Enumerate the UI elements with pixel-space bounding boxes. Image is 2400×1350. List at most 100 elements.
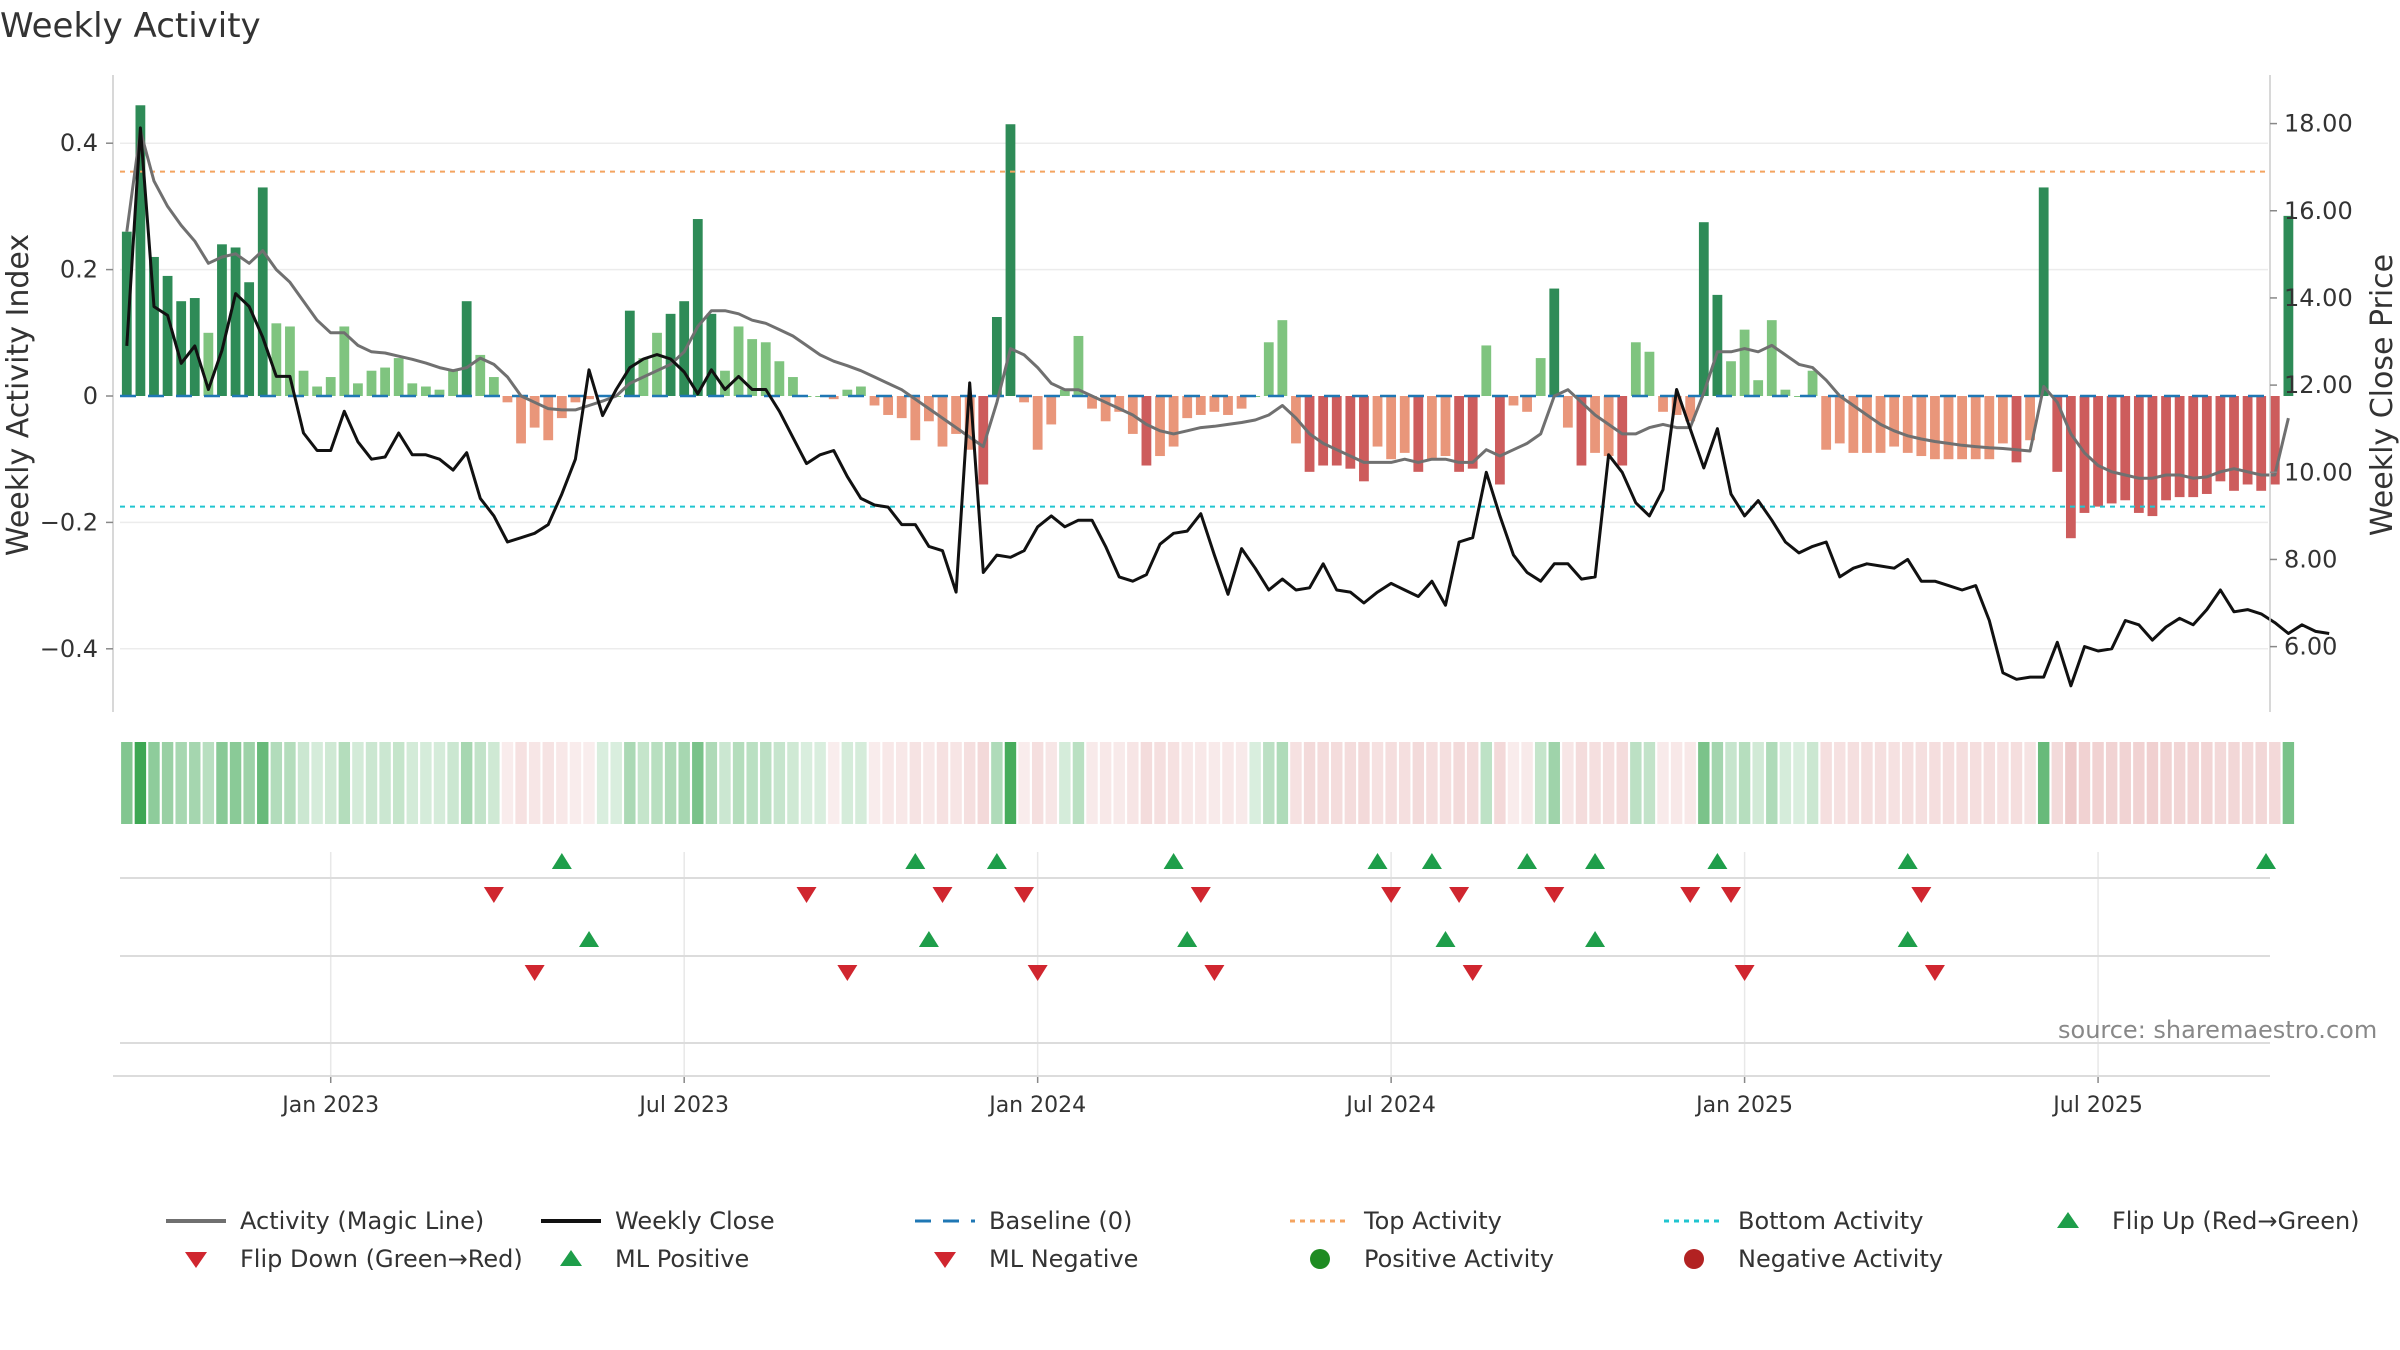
flip-down-marker (1911, 887, 1932, 903)
heat-strip-cell (1371, 742, 1384, 824)
source-note: source: sharemaestro.com (2058, 1016, 2378, 1044)
heat-strip-cell (1031, 742, 1044, 824)
activity-bar (1454, 396, 1464, 472)
activity-bar (1481, 345, 1492, 396)
heat-strip-cell (2269, 742, 2281, 824)
reference-lines (120, 170, 2268, 508)
heat-strip-cell (488, 742, 500, 824)
signal-panels (113, 853, 2276, 1077)
activity-bar (1658, 396, 1668, 412)
heat-strip-cell (1752, 742, 1764, 824)
activity-bar (1712, 294, 1723, 396)
activity-bar (978, 396, 989, 485)
activity-bar (665, 313, 676, 396)
heat-strip-cell (2092, 742, 2104, 824)
heat-strip-cell (2010, 742, 2023, 824)
heat-strip-cell (406, 742, 419, 824)
legend-item-weekly-close: Weekly Close (541, 1204, 775, 1238)
activity-bar (2215, 396, 2226, 482)
heat-strip-cell (2078, 742, 2091, 824)
activity-bar (1739, 329, 1750, 396)
activity-bar (1019, 396, 1029, 403)
ml-positive-marker (1435, 931, 1456, 947)
heat-strip-cell (1738, 742, 1751, 824)
activity-bar (2188, 396, 2199, 498)
heat-strip-cell (1412, 742, 1425, 824)
heat-strip-cell (379, 742, 391, 824)
heat-strip-cell (243, 742, 255, 824)
activity-bar (733, 326, 744, 396)
heat-strip-cell (963, 742, 976, 824)
heat-strip-cell (1494, 742, 1506, 824)
heat-strip-cell (732, 742, 745, 824)
heat-strip-cell (746, 742, 758, 824)
heat-strip-cell (556, 742, 568, 824)
activity-bar (1590, 396, 1600, 453)
activity-bar (760, 342, 771, 396)
y2-tick-label: 12.00 (2284, 371, 2353, 399)
heat-strip-cell (1249, 742, 1261, 824)
activity-bar (2133, 396, 2144, 513)
heat-strip-cell (1099, 742, 1112, 824)
activity-bar (1508, 396, 1519, 406)
legend-line-swatch (541, 1219, 601, 1223)
ml-negative-marker (1924, 965, 1945, 981)
y2-tick-label: 8.00 (2284, 545, 2337, 573)
heat-strip-cell (1684, 742, 1696, 824)
heat-strip-cell (216, 742, 228, 824)
heat-strip-cell (1725, 742, 1737, 824)
heat-strip-cell (2133, 742, 2145, 824)
activity-bar (502, 396, 513, 403)
grid-layer (120, 142, 2268, 1075)
legend-dash-swatch (1664, 1219, 1724, 1223)
flip-down-marker (1680, 887, 1701, 903)
heat-strip-cell (297, 742, 310, 824)
heat-strip-cell (895, 742, 908, 824)
heat-strip-cell (175, 742, 187, 824)
heat-strip-cell (1195, 742, 1207, 824)
heat-strip-cell (787, 742, 799, 824)
activity-bar (1549, 288, 1560, 396)
legend: Activity (Magic Line) Weekly Close Basel… (160, 1204, 2400, 1284)
activity-bar (1957, 396, 1968, 460)
heat-strip-cell (392, 742, 405, 824)
x-tick-label: Jul 2024 (1344, 1093, 1436, 1118)
activity-bar (624, 310, 635, 396)
activity-bar (230, 247, 241, 396)
activity-bar (1331, 396, 1342, 466)
heat-strip-cell (624, 742, 636, 824)
y-tick-label: 0.2 (60, 256, 98, 284)
heat-strip-cell (433, 742, 446, 824)
heat-strip-cell (977, 742, 989, 824)
activity-bar (692, 219, 703, 396)
activity-bar (2161, 396, 2171, 501)
heat-strip-cell (1820, 742, 1832, 824)
activity-bar (1195, 396, 1206, 415)
legend-label: Flip Up (Red→Green) (2112, 1207, 2360, 1235)
y2-tick-label: 10.00 (2284, 458, 2353, 486)
activity-bar (1562, 396, 1573, 428)
activity-bar (1440, 396, 1451, 457)
flip-up-marker (2256, 853, 2276, 869)
activity-bar (366, 370, 377, 396)
activity-bar (244, 282, 255, 396)
activity-bar (1168, 396, 1179, 447)
heat-strip-cell (596, 742, 609, 824)
activity-bar (1644, 351, 1655, 396)
activity-bar (747, 339, 758, 396)
heat-strip-cell (148, 742, 160, 824)
heat-strip-cell (2119, 742, 2131, 824)
activity-bar (271, 323, 282, 396)
heat-strip-cell (1439, 742, 1452, 824)
heat-strip-cell (868, 742, 881, 824)
activity-bar (393, 358, 404, 396)
flip-down-marker (483, 887, 504, 903)
activity-bar (257, 187, 268, 396)
heat-strip-cell (2241, 742, 2254, 824)
y2-axis-label: Weekly Close Price (2365, 254, 2400, 536)
activity-bar (121, 231, 132, 396)
legend-item-ml-positive: ML Positive (541, 1242, 749, 1276)
heat-strip-cell (1480, 742, 1493, 824)
heat-strip-cell (1983, 742, 1996, 824)
activity-bar (1372, 396, 1383, 447)
